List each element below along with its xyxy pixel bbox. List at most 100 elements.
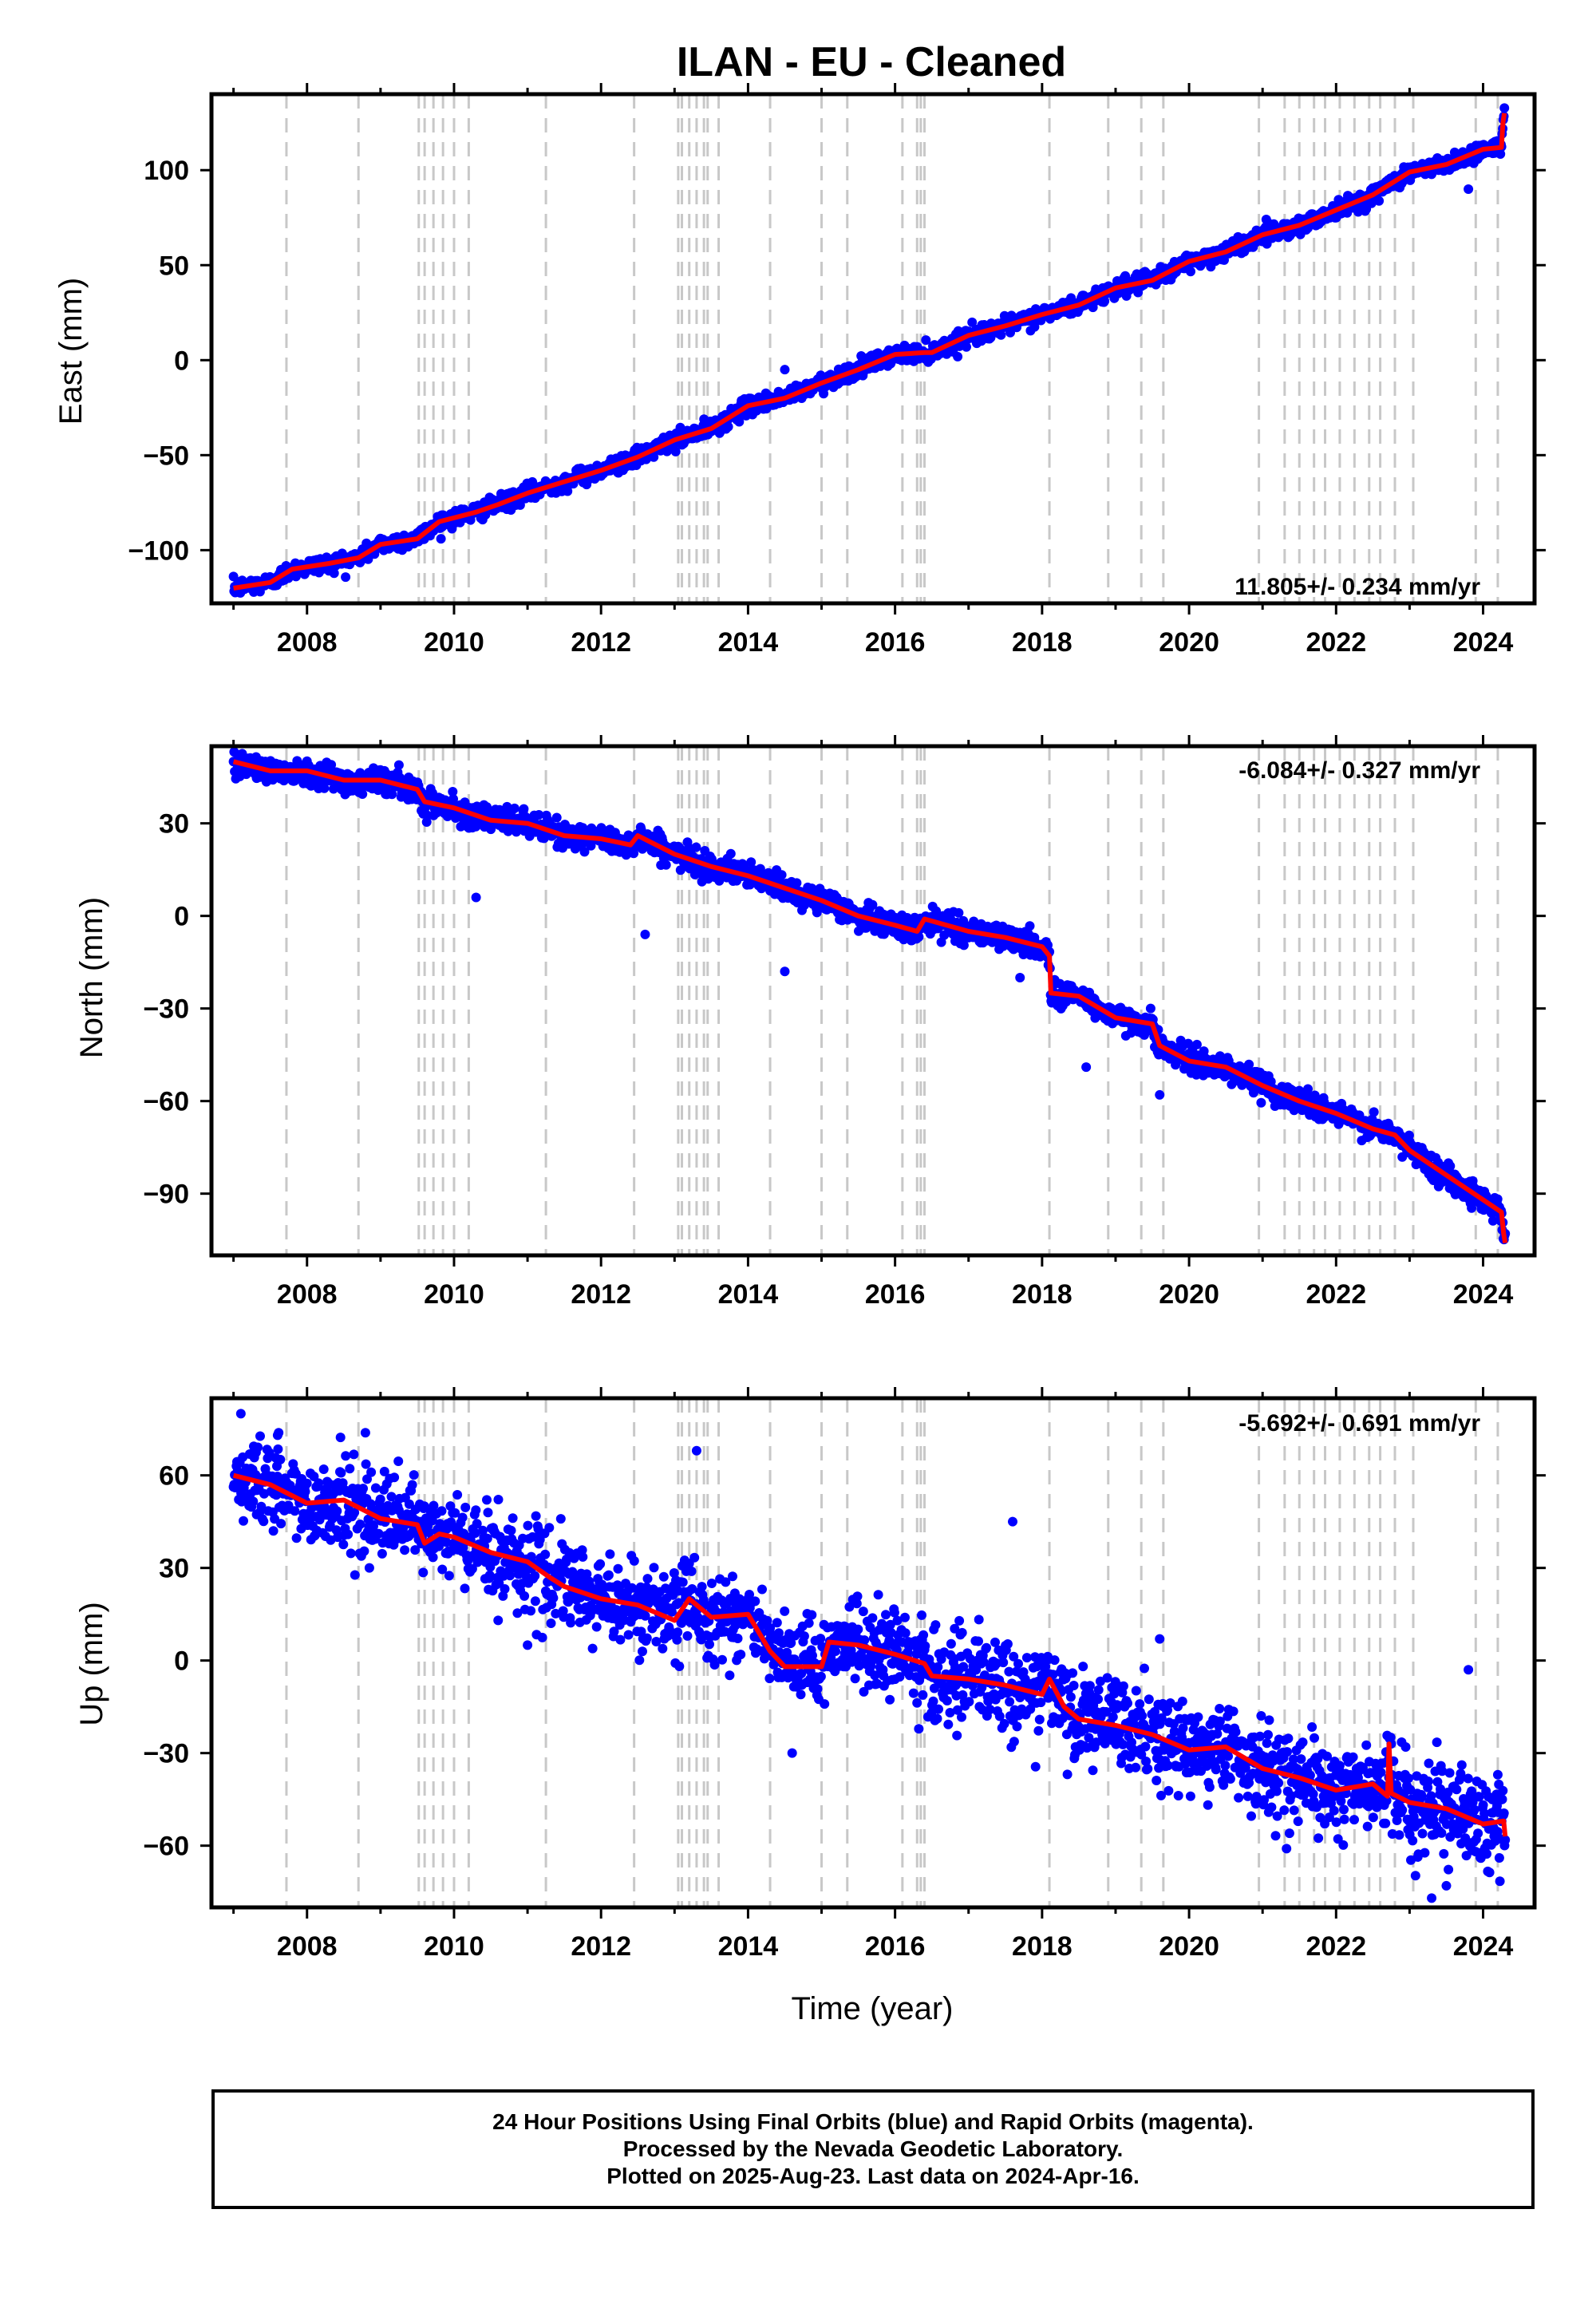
north-ytick-label: 30 bbox=[159, 809, 189, 840]
north-point bbox=[776, 870, 787, 880]
north-point bbox=[1244, 1059, 1254, 1069]
up-point bbox=[336, 1468, 346, 1478]
east-outlier-point bbox=[1464, 184, 1474, 195]
north-point bbox=[1191, 1039, 1202, 1049]
up-point bbox=[273, 1444, 283, 1454]
up-point bbox=[259, 1516, 269, 1527]
north-xtick-label: 2018 bbox=[1012, 1279, 1073, 1310]
east-ytick-label: 100 bbox=[144, 156, 189, 186]
north-point bbox=[914, 932, 924, 942]
east-point bbox=[1186, 267, 1195, 277]
east-xtick-label: 2010 bbox=[424, 627, 484, 658]
north-outlier-point bbox=[1081, 1062, 1092, 1073]
north-point bbox=[1303, 1084, 1313, 1094]
up-point bbox=[268, 1526, 279, 1536]
up-point bbox=[253, 1442, 263, 1452]
east-ylabel: East (mm) bbox=[53, 278, 89, 425]
up-point bbox=[350, 1570, 360, 1580]
up-point bbox=[361, 1459, 371, 1469]
up-point bbox=[332, 1506, 342, 1516]
east-point bbox=[436, 534, 446, 544]
north-point bbox=[1145, 1003, 1156, 1014]
east-data-points bbox=[228, 103, 1510, 598]
north-point bbox=[387, 789, 397, 800]
up-point bbox=[343, 1529, 354, 1539]
north-xtick-label: 2024 bbox=[1453, 1279, 1514, 1310]
north-point bbox=[1492, 1194, 1503, 1204]
north-point bbox=[1266, 1077, 1276, 1087]
north-xtick-label: 2022 bbox=[1306, 1279, 1366, 1310]
north-outlier-point bbox=[1015, 973, 1025, 982]
north-point bbox=[1256, 1097, 1266, 1108]
north-outlier-point bbox=[640, 929, 650, 939]
up-point bbox=[364, 1563, 374, 1573]
east-outlier-point bbox=[780, 365, 790, 375]
east-point bbox=[1100, 296, 1110, 306]
east-xtick-label: 2020 bbox=[1159, 627, 1219, 658]
north-point bbox=[448, 787, 458, 796]
up-point bbox=[377, 1548, 387, 1559]
north-xtick-label: 2016 bbox=[865, 1279, 926, 1310]
up-point bbox=[366, 1467, 377, 1477]
east-point bbox=[1374, 196, 1385, 206]
north-point bbox=[691, 842, 701, 852]
east-point bbox=[1495, 149, 1506, 159]
north-point bbox=[661, 860, 671, 870]
east-point bbox=[329, 568, 339, 579]
up-ylabel: Up (mm) bbox=[74, 1602, 109, 1726]
east-xtick-label: 2018 bbox=[1012, 627, 1073, 658]
east-xtick-label: 2016 bbox=[865, 627, 926, 658]
north-xtick-label: 2014 bbox=[718, 1279, 779, 1310]
up-point bbox=[302, 1478, 312, 1488]
north-point bbox=[509, 803, 519, 813]
north-model-line bbox=[232, 759, 1508, 1243]
north-data-points bbox=[228, 747, 1511, 1245]
north-point bbox=[551, 812, 562, 823]
north-ytick-label: 0 bbox=[174, 902, 189, 932]
up-point bbox=[418, 1567, 429, 1578]
north-point bbox=[319, 783, 330, 793]
up-point bbox=[248, 1496, 259, 1507]
up-point bbox=[407, 1480, 417, 1490]
north-rate-label: -6.084+/- 0.327 mm/yr bbox=[1238, 757, 1480, 784]
up-point bbox=[290, 1506, 300, 1516]
up-point bbox=[275, 1454, 286, 1464]
up-point bbox=[341, 1451, 351, 1461]
up-point bbox=[276, 1519, 286, 1529]
east-xtick-label: 2024 bbox=[1453, 627, 1514, 658]
east-model-line bbox=[233, 113, 1507, 591]
north-xtick-label: 2020 bbox=[1159, 1279, 1219, 1310]
north-point bbox=[1445, 1161, 1456, 1172]
east-xtick-label: 2014 bbox=[718, 627, 779, 658]
up-point bbox=[389, 1472, 400, 1483]
north-xtick-label: 2012 bbox=[571, 1279, 631, 1310]
north-ylabel: North (mm) bbox=[74, 897, 109, 1058]
up-point bbox=[370, 1483, 381, 1493]
up-point bbox=[239, 1516, 248, 1526]
north-point bbox=[954, 907, 964, 918]
up-point bbox=[360, 1428, 370, 1438]
up-point bbox=[255, 1431, 265, 1441]
up-point bbox=[359, 1546, 369, 1556]
east-point bbox=[962, 342, 971, 352]
north-xtick-label: 2010 bbox=[424, 1279, 484, 1310]
up-point bbox=[345, 1464, 355, 1474]
north-point bbox=[792, 878, 802, 888]
up-point bbox=[314, 1478, 324, 1488]
east-point bbox=[649, 452, 659, 462]
east-xtick-label: 2012 bbox=[571, 627, 631, 658]
north-ytick-label: −90 bbox=[143, 1180, 189, 1210]
up-point bbox=[386, 1492, 397, 1502]
east-point bbox=[1499, 103, 1510, 113]
up-point bbox=[409, 1470, 419, 1480]
up-point bbox=[400, 1545, 410, 1555]
north-outlier-point bbox=[1155, 1089, 1165, 1100]
north-point bbox=[958, 940, 969, 951]
north-point bbox=[358, 789, 368, 799]
north-ytick-label: −60 bbox=[143, 1087, 189, 1117]
north-point bbox=[534, 810, 544, 820]
east-xtick-label: 2008 bbox=[277, 627, 338, 658]
north-point bbox=[867, 899, 878, 910]
